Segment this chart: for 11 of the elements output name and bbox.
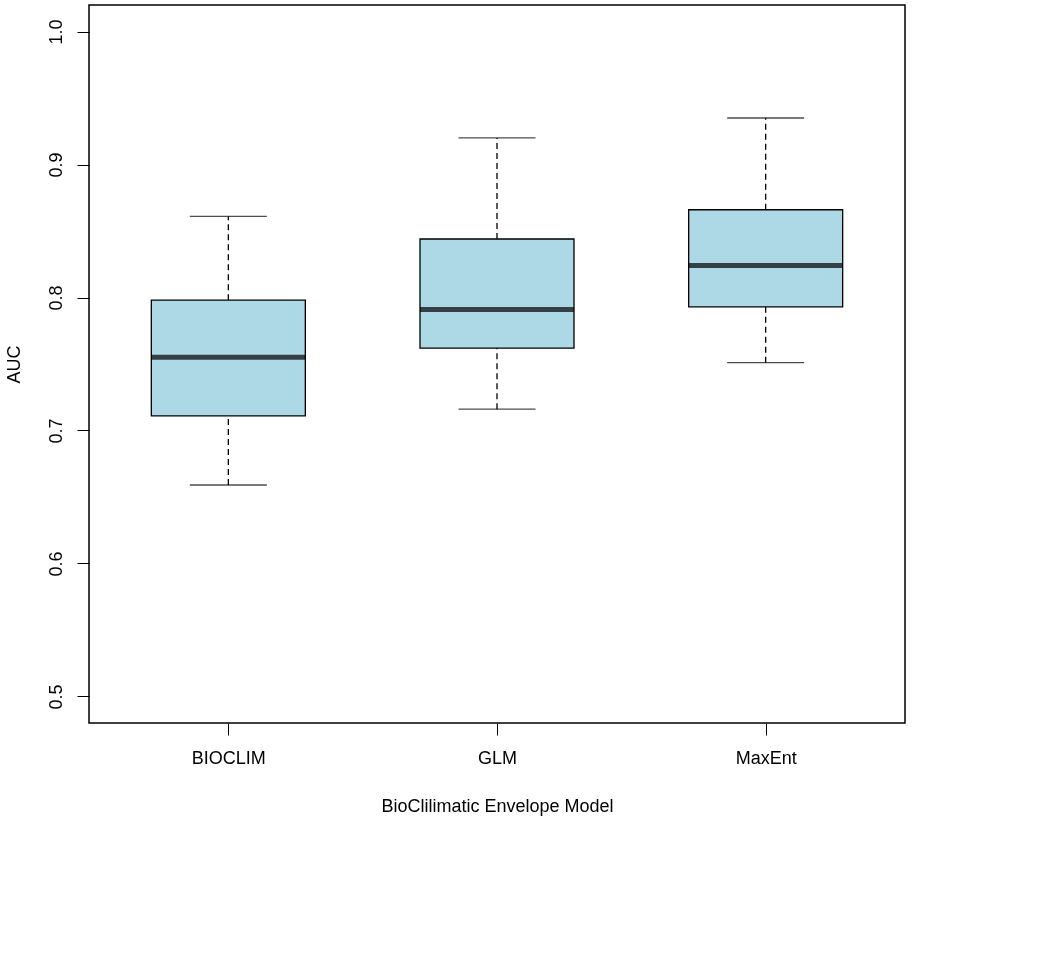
y-tick-label: 1.0	[45, 19, 66, 45]
y-tick-label: 0.9	[45, 152, 66, 178]
x-axis-title: BioClilimatic Envelope Model	[381, 795, 614, 816]
x-tick-label: GLM	[477, 747, 518, 768]
y-tick-label: 0.7	[45, 418, 66, 444]
x-tick-label: MaxEnt	[735, 747, 797, 768]
x-tick-label: BIOCLIM	[191, 747, 266, 768]
y-axis-title: AUC	[3, 345, 24, 384]
y-tick-label: 0.8	[45, 285, 66, 311]
y-tick-label: 0.5	[45, 684, 66, 710]
y-tick-label: 0.6	[45, 551, 66, 577]
